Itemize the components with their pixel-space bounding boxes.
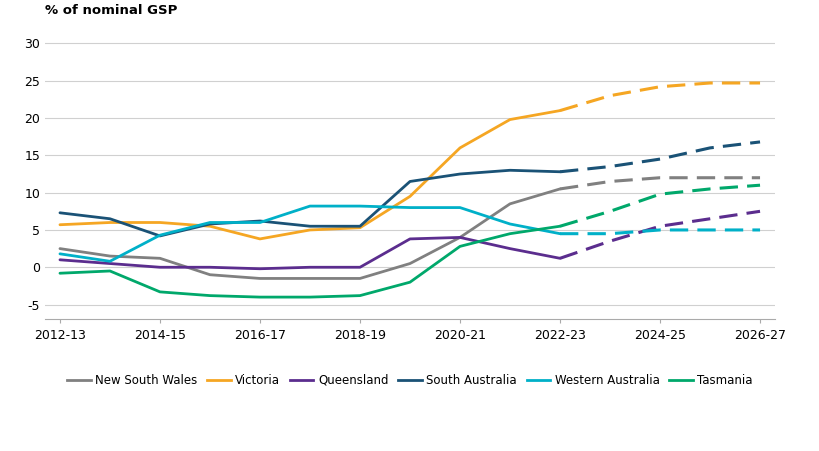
Text: % of nominal GSP: % of nominal GSP (45, 4, 177, 17)
Legend: New South Wales, Victoria, Queensland, South Australia, Western Australia, Tasma: New South Wales, Victoria, Queensland, S… (62, 369, 757, 391)
